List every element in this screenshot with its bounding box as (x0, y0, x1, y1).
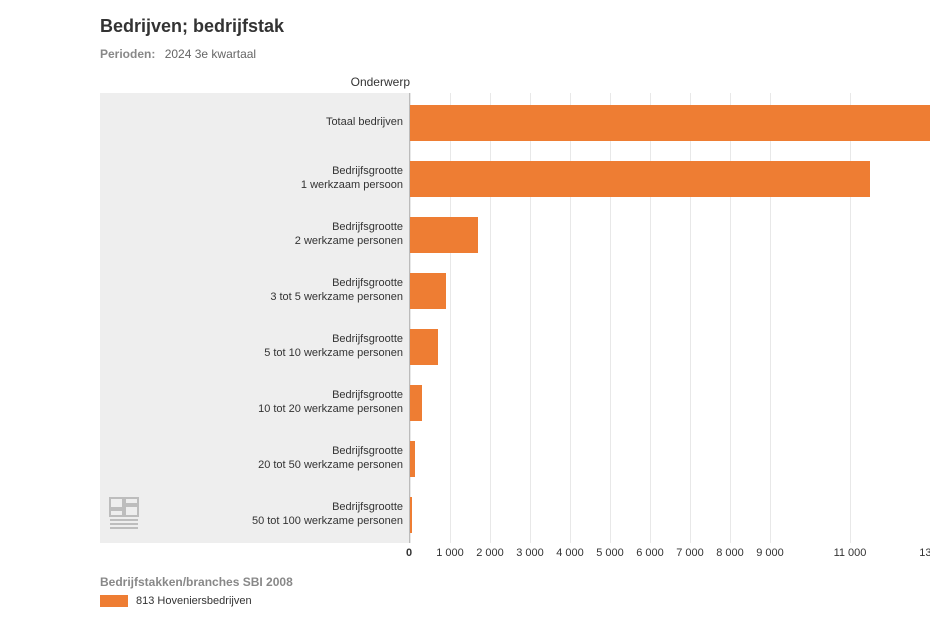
bar (410, 273, 446, 309)
y-axis-label: Bedrijfsgrootte2 werkzame personen (103, 221, 403, 249)
y-axis-label-line1: Bedrijfsgrootte (103, 333, 403, 347)
perioden-value: 2024 3e kwartaal (165, 47, 256, 61)
legend-swatch (100, 595, 128, 607)
bar (410, 441, 415, 477)
y-axis-label-line1: Bedrijfsgrootte (103, 389, 403, 403)
y-axis-label: Bedrijfsgrootte20 tot 50 werkzame person… (103, 445, 403, 473)
x-axis-tick-label: 9 000 (756, 547, 784, 559)
plot-area (410, 93, 930, 543)
y-axis-label-line1: Bedrijfsgrootte (103, 165, 403, 179)
x-axis-tick-label: 11 000 (834, 547, 867, 559)
x-axis-tick-label: 1 000 (436, 547, 464, 559)
y-axis-label: Bedrijfsgrootte3 tot 5 werkzame personen (103, 277, 403, 305)
y-axis-label-line2: 50 tot 100 werkzame personen (103, 515, 403, 529)
bar (410, 497, 412, 533)
x-axis-tick-label: 7 000 (676, 547, 704, 559)
bar (410, 217, 478, 253)
y-axis-label-line2: 10 tot 20 werkzame personen (103, 403, 403, 417)
x-axis-tick-label: 5 000 (596, 547, 624, 559)
y-axis-label-line1: Bedrijfsgrootte (103, 445, 403, 459)
onderwerp-label: Onderwerp (100, 75, 410, 89)
y-axis-label-line1: Bedrijfsgrootte (103, 277, 403, 291)
page: Bedrijven; bedrijfstak Perioden: 2024 3e… (0, 0, 930, 607)
chart: Totaal bedrijvenBedrijfsgrootte1 werkzaa… (0, 93, 930, 543)
x-axis-tick-label: 4 000 (556, 547, 584, 559)
legend-item: 813 Hoveniersbedrijven (100, 595, 930, 607)
y-axis-label-line1: Bedrijfsgrootte (103, 221, 403, 235)
y-axis-label: Totaal bedrijven (103, 116, 403, 130)
y-axis-label-line2: 3 tot 5 werkzame personen (103, 291, 403, 305)
y-axis-label: Bedrijfsgrootte1 werkzaam persoon (103, 165, 403, 193)
y-axis-label: Bedrijfsgrootte5 tot 10 werkzame persone… (103, 333, 403, 361)
bar (410, 105, 930, 141)
x-axis-tick-label: 8 000 (716, 547, 744, 559)
bar (410, 385, 422, 421)
x-axis-tick-label: 3 000 (516, 547, 544, 559)
x-axis-tick-label: 0 (406, 547, 412, 559)
perioden-label: Perioden: (100, 47, 155, 61)
x-axis-ticks: 01 0002 0003 0004 0005 0006 0007 0008 00… (410, 543, 930, 567)
bar (410, 161, 870, 197)
y-axis-label-line2: 20 tot 50 werkzame personen (103, 459, 403, 473)
page-title: Bedrijven; bedrijfstak (0, 16, 930, 47)
y-axis-label-line2: 2 werkzame personen (103, 235, 403, 249)
x-axis-tick-label: 6 000 (636, 547, 664, 559)
y-axis-label-line2: 5 tot 10 werkzame personen (103, 347, 403, 361)
legend-label: 813 Hoveniersbedrijven (136, 595, 252, 607)
y-axis-label-line1: Bedrijfsgrootte (103, 501, 403, 515)
bar (410, 329, 438, 365)
y-axis-label-line2: 1 werkzaam persoon (103, 179, 403, 193)
x-axis-tick-label: 13 0 (919, 547, 930, 559)
legend: Bedrijfstakken/branches SBI 2008 813 Hov… (100, 575, 930, 607)
y-axis-labels: Totaal bedrijvenBedrijfsgrootte1 werkzaa… (100, 93, 410, 543)
y-axis-label-line2: Totaal bedrijven (103, 116, 403, 130)
y-axis-label: Bedrijfsgrootte10 tot 20 werkzame person… (103, 389, 403, 417)
x-axis-tick-label: 2 000 (476, 547, 504, 559)
legend-title: Bedrijfstakken/branches SBI 2008 (100, 575, 930, 589)
y-axis-label: Bedrijfsgrootte50 tot 100 werkzame perso… (103, 501, 403, 529)
x-axis: 0 1 000 2 000 3 000 4 000 5 000 6 000 7 000 8 00… (100, 543, 930, 567)
perioden-row: Perioden: 2024 3e kwartaal (0, 47, 930, 75)
